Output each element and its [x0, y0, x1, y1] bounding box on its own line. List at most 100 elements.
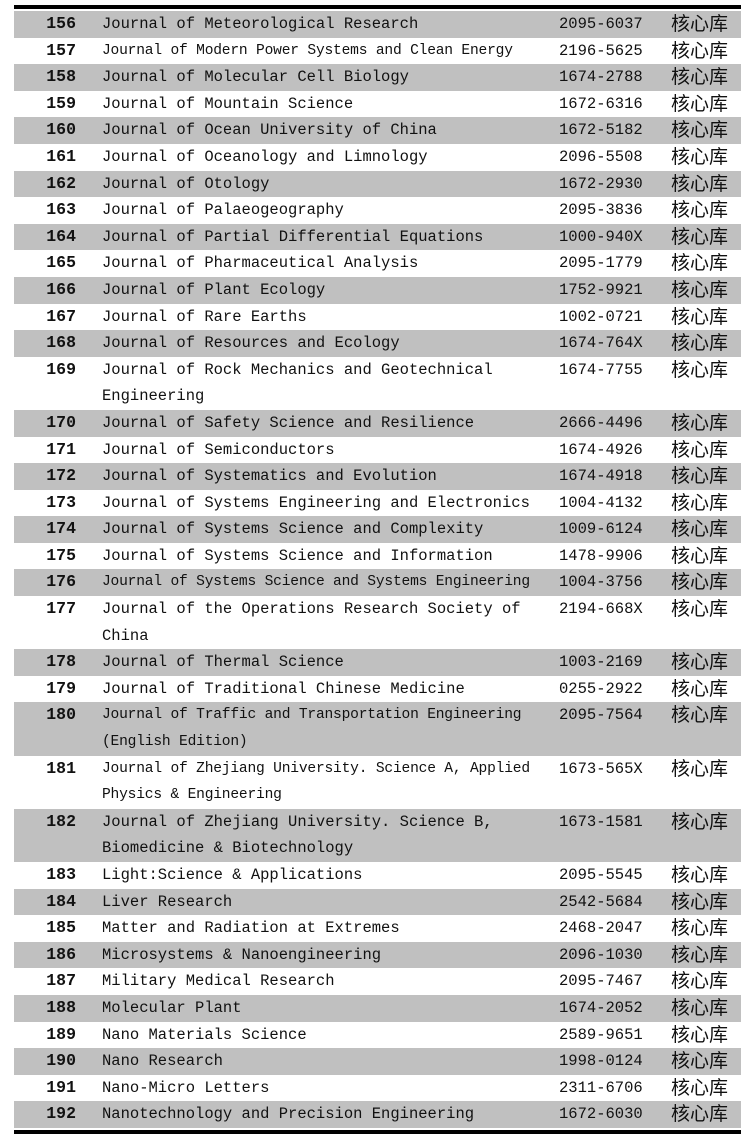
journal-name: Journal of Semiconductors — [88, 437, 554, 464]
table-row: 169 Journal of Rock Mechanics and Geotech… — [14, 356, 741, 410]
database-tag: 核心库 — [671, 39, 729, 62]
database-tag: 核心库 — [671, 651, 729, 674]
journal-name-line: Physics & Engineering — [102, 787, 282, 804]
journal-name: Journal of Traditional Chinese Medicine — [88, 676, 554, 703]
journal-name: Nanotechnology and Precision Engineering — [88, 1101, 554, 1128]
journal-name: Journal of Traffic and Transportation En… — [88, 702, 554, 755]
issn-value: 2095-6037 — [559, 15, 643, 33]
issn-value: 1674-764X — [559, 334, 643, 353]
database-tag: 核心库 — [671, 66, 729, 89]
journal-name: Journal of Ocean University of China — [88, 117, 554, 144]
journal-name-line: Journal of Rare Earths — [102, 307, 307, 326]
database-tag: 核心库 — [671, 890, 729, 913]
journal-name: Journal of Safety Science and Resilience — [88, 410, 554, 437]
issn-value: 2196-5625 — [559, 41, 643, 60]
row-number: 176 — [46, 572, 76, 592]
issn-value: 2095-7467 — [559, 972, 643, 991]
table-row: 179 Journal of Traditional Chinese Medici… — [14, 675, 741, 703]
table-row: 170 Journal of Safety Science and Resilie… — [14, 409, 741, 437]
database-tag: 核心库 — [671, 704, 729, 727]
database-tag: 核心库 — [671, 465, 729, 488]
journal-name: Journal of Palaeogeography — [88, 197, 554, 224]
table-row: 172 Journal of Systematics and Evolution 1… — [14, 463, 741, 490]
table-row: 192 Nanotechnology and Precision Engineer… — [14, 1101, 741, 1128]
table-row: 167 Journal of Rare Earths 1002-0721 核心库 — [14, 303, 741, 331]
journal-name: Liver Research — [88, 889, 554, 916]
journal-name: Journal of Plant Ecology — [88, 277, 554, 304]
journal-name-line: (English Edition) — [102, 734, 248, 751]
issn-value: 2095-5545 — [559, 866, 643, 884]
journal-name-line: Engineering — [102, 387, 205, 406]
journal-name: Molecular Plant — [88, 995, 554, 1022]
table-row: 165 Journal of Pharmaceutical Analysis 209… — [14, 250, 741, 277]
row-number: 167 — [46, 306, 76, 326]
row-number: 184 — [46, 891, 76, 911]
database-tag: 核心库 — [671, 278, 729, 301]
issn-value: 1002-0721 — [559, 307, 643, 326]
database-tag: 核心库 — [671, 598, 729, 621]
journal-name: Nano Materials Science — [88, 1022, 554, 1049]
table-row: 180 Journal of Traffic and Transportation… — [14, 702, 741, 756]
row-number: 160 — [46, 120, 76, 140]
table-row: 188 Molecular Plant 1674-2052 核心库 — [14, 994, 741, 1022]
journal-name: Journal of Pharmaceutical Analysis — [88, 250, 554, 277]
row-number: 170 — [46, 412, 76, 432]
row-number: 175 — [46, 545, 76, 565]
row-number: 181 — [46, 758, 76, 778]
row-number: 180 — [46, 705, 76, 725]
row-number: 172 — [46, 466, 76, 486]
table-row: 163 Journal of Palaeogeography 2095-3836 核心… — [14, 197, 741, 224]
table-row: 187 Military Medical Research 2095-7467 核心库 — [14, 968, 741, 995]
journal-name-line: Journal of Modern Power Systems and Clea… — [102, 42, 513, 59]
issn-value: 1674-7755 — [559, 360, 643, 379]
database-tag: 核心库 — [671, 677, 729, 700]
database-tag: 核心库 — [671, 119, 729, 142]
table-row: 171 Journal of Semiconductors 1674-4926 核心库 — [14, 436, 741, 464]
row-number: 161 — [46, 146, 76, 166]
table-row: 190 Nano Research 1998-0124 核心库 — [14, 1048, 741, 1075]
journal-name: Journal of Systems Science and Complexit… — [88, 516, 554, 543]
journal-name-line: Journal of Safety Science and Resilience — [102, 413, 475, 432]
database-tag: 核心库 — [671, 544, 729, 567]
database-tag: 核心库 — [671, 252, 729, 275]
journal-name: Journal of Rock Mechanics and Geotechnic… — [88, 357, 554, 410]
table-row: 157 Journal of Modern Power Systems and C… — [14, 37, 741, 65]
row-number: 192 — [46, 1104, 76, 1124]
row-number: 158 — [46, 67, 76, 87]
issn-value: 2096-5508 — [559, 147, 643, 166]
database-tag: 核心库 — [671, 225, 729, 248]
journal-name: Journal of Systems Engineering and Elect… — [88, 490, 554, 517]
row-number: 173 — [46, 492, 76, 512]
issn-value: 2095-3836 — [559, 201, 643, 220]
journal-name-line: Journal of Pharmaceutical Analysis — [102, 254, 419, 273]
journal-name-line: Microsystems & Nanoengineering — [102, 945, 382, 964]
issn-value: 1672-5182 — [559, 121, 643, 140]
database-tag: 核心库 — [671, 1076, 729, 1099]
journal-name: Microsystems & Nanoengineering — [88, 942, 554, 969]
issn-value: 2666-4496 — [559, 413, 643, 432]
journal-name-line: Journal of Meteorological Research — [102, 15, 419, 33]
journal-name-line: Journal of Partial Differential Equation… — [102, 227, 484, 246]
journal-name-line: Biomedicine & Biotechnology — [102, 839, 354, 858]
journal-name-line: Journal of Ocean University of China — [102, 121, 437, 140]
journal-name-line: Journal of Systematics and Evolution — [102, 467, 437, 486]
issn-value: 1673-1581 — [559, 812, 643, 831]
journal-name-line: Journal of Systems Science and Informati… — [102, 546, 493, 565]
journal-name-line: Journal of Molecular Cell Biology — [102, 68, 409, 87]
database-tag: 核心库 — [671, 943, 729, 966]
table-row: 185 Matter and Radiation at Extremes 2468-… — [14, 915, 741, 942]
database-tag: 核心库 — [671, 92, 729, 115]
table-row: 161 Journal of Oceanology and Limnology 20… — [14, 143, 741, 171]
issn-value: 1009-6124 — [559, 520, 643, 539]
row-number: 163 — [46, 200, 76, 220]
journal-name-line: Journal of Thermal Science — [102, 653, 344, 672]
journal-table: 156 Journal of Meteorological Research 209… — [14, 5, 741, 1134]
table-row: 189 Nano Materials Science 2589-9651 核心库 — [14, 1021, 741, 1049]
row-number: 165 — [46, 253, 76, 273]
database-tag: 核心库 — [671, 332, 729, 355]
database-tag: 核心库 — [671, 917, 729, 940]
row-number: 187 — [46, 971, 76, 991]
row-number: 188 — [46, 997, 76, 1017]
row-number: 157 — [46, 40, 76, 60]
table-row: 162 Journal of Otology 1672-2930 核心库 — [14, 170, 741, 198]
